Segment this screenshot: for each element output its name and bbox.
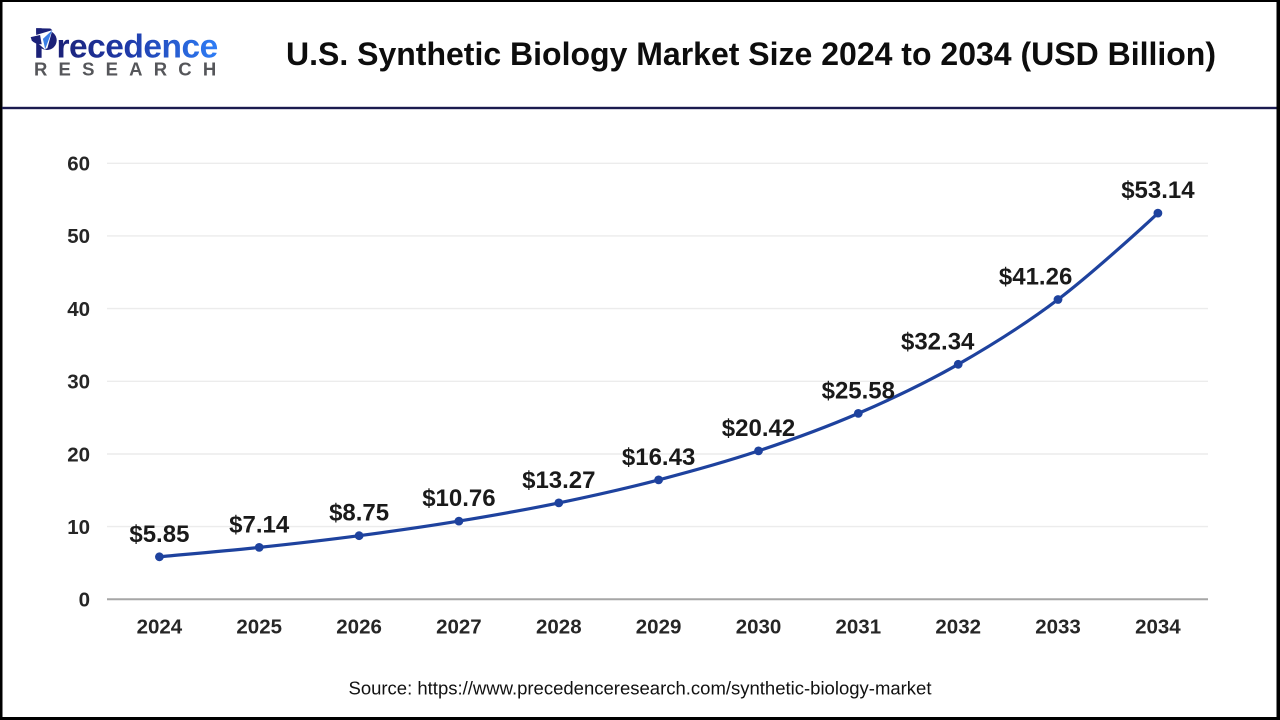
svg-text:$5.85: $5.85 [129,521,189,548]
svg-text:$32.34: $32.34 [901,328,975,355]
svg-text:2031: 2031 [835,616,881,639]
svg-text:$16.43: $16.43 [622,444,695,471]
svg-text:$7.14: $7.14 [229,511,290,538]
svg-text:$8.75: $8.75 [329,500,389,527]
svg-text:U.S. Synthetic Biology Market: U.S. Synthetic Biology Market Size 2024 … [286,36,1216,72]
svg-text:$41.26: $41.26 [999,264,1072,291]
svg-text:2027: 2027 [436,616,482,639]
svg-text:30: 30 [67,371,90,394]
svg-text:2034: 2034 [1135,616,1181,639]
svg-text:2033: 2033 [1035,616,1081,639]
svg-text:2032: 2032 [935,616,981,639]
svg-text:2024: 2024 [137,616,183,639]
svg-text:0: 0 [79,589,90,612]
svg-text:2029: 2029 [636,616,682,639]
svg-text:$13.27: $13.27 [522,467,595,494]
svg-text:$20.42: $20.42 [722,415,795,442]
svg-text:10: 10 [67,516,90,539]
svg-text:60: 60 [67,153,90,176]
svg-text:recedence: recedence [57,29,218,66]
svg-text:$10.76: $10.76 [422,485,495,512]
svg-text:$53.14: $53.14 [1121,177,1195,204]
svg-text:2028: 2028 [536,616,582,639]
svg-text:20: 20 [67,443,90,466]
svg-text:Source: https://www.precedence: Source: https://www.precedenceresearch.c… [348,678,931,699]
svg-text:50: 50 [67,225,90,248]
svg-text:$25.58: $25.58 [822,377,895,404]
svg-text:RESEARCH: RESEARCH [34,59,227,80]
svg-text:2030: 2030 [736,616,782,639]
svg-text:2025: 2025 [236,616,282,639]
svg-text:2026: 2026 [336,616,382,639]
svg-text:40: 40 [67,298,90,321]
